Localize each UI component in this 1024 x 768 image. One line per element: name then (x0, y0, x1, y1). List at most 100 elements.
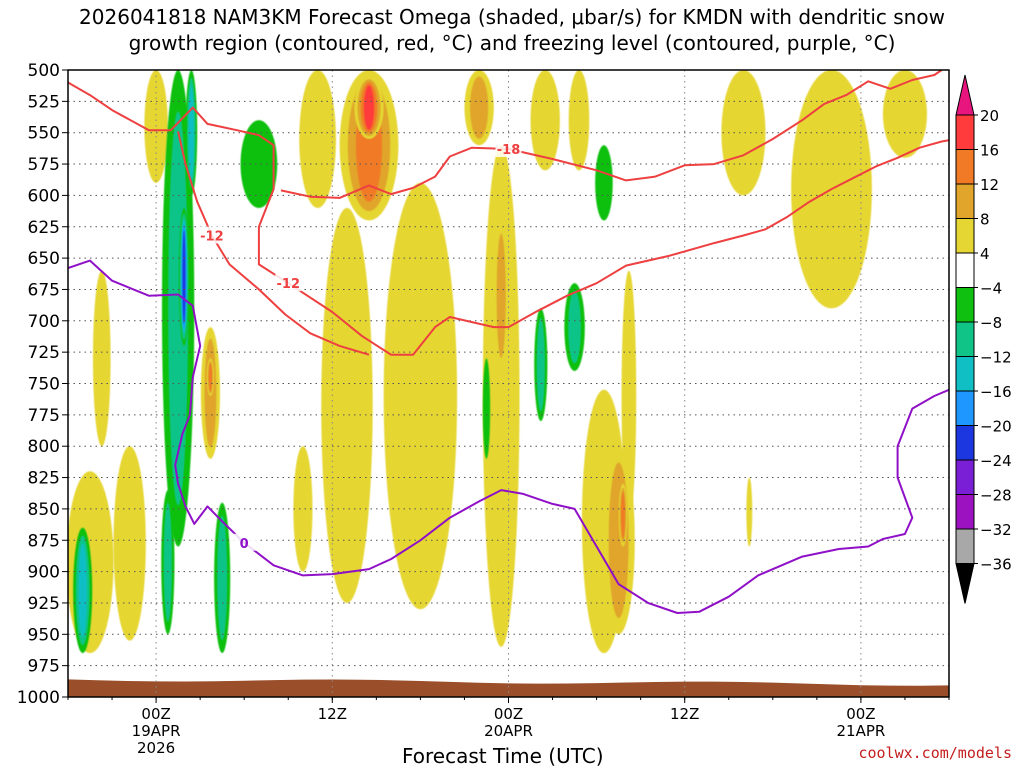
colorbar-bin (955, 425, 975, 461)
y-tick-label: 625 (28, 218, 60, 238)
x-tick-label: 00Z (846, 705, 875, 723)
omega-cell (621, 491, 625, 539)
x-tick-label: 21APR (836, 722, 885, 740)
y-tick-label: 925 (28, 594, 60, 614)
colorbar-bin (955, 252, 975, 288)
colorbar-bin (955, 149, 975, 185)
x-tick-label: 12Z (318, 705, 347, 723)
y-tick-label: 700 (28, 312, 60, 332)
y-tick-label: 800 (28, 437, 60, 457)
colorbar-bin (955, 114, 975, 150)
colorbar-bin (955, 321, 975, 357)
colorbar-label: −24 (980, 452, 1012, 470)
y-tick-label: 650 (28, 249, 60, 269)
colorbar-label: 12 (980, 176, 999, 194)
x-tick-label: 2026 (137, 739, 175, 757)
colorbar-label: −20 (980, 418, 1012, 436)
credit-label: coolwx.com/models (858, 744, 1012, 762)
omega-cell (217, 515, 228, 641)
omega-cell (163, 502, 172, 622)
omega-cell (470, 76, 489, 139)
dendritic-contour (280, 70, 943, 199)
colorbar-label: −4 (980, 280, 1002, 298)
colorbar-label: 20 (980, 107, 999, 125)
contour-layer: -12 -12 -18 0 (68, 70, 949, 614)
omega-cell (536, 318, 545, 412)
y-tick-label: 775 (28, 406, 60, 426)
y-tick-label: 850 (28, 500, 60, 520)
omega-cell (746, 477, 753, 547)
colorbar-bin (955, 356, 975, 392)
omega-cell (299, 70, 336, 208)
contour-label: -12 (277, 277, 301, 292)
omega-cell (482, 145, 520, 647)
omega-cell (208, 363, 213, 392)
colorbar-label: −28 (980, 487, 1012, 505)
colorbar-bin (955, 528, 975, 564)
omega-cell (721, 70, 766, 196)
ground-terrain (68, 678, 949, 697)
colorbar-label: −16 (980, 383, 1012, 401)
contour-label: -18 (497, 143, 521, 158)
colorbar-bin (955, 494, 975, 530)
contour-label-bg (198, 226, 225, 244)
x-tick-label: 20APR (484, 722, 533, 740)
omega-cell (496, 233, 506, 358)
y-tick-label: 1000 (17, 688, 60, 708)
omega-cell (568, 290, 581, 364)
contour-label: 0 (240, 537, 249, 552)
colorbar-label: 4 (980, 245, 990, 263)
omega-cell (595, 145, 613, 221)
colorbar-label: 16 (980, 142, 999, 160)
dendritic-contour (68, 81, 949, 356)
colorbar-bin (955, 218, 975, 254)
y-tick-label: 575 (28, 155, 60, 175)
colorbar-bin (955, 183, 975, 219)
y-tick-label: 725 (28, 343, 60, 363)
omega-cell (363, 85, 375, 130)
y-tick-label: 825 (28, 469, 60, 489)
omega-cell (92, 270, 111, 447)
gridlines (68, 69, 949, 698)
colorbar-bin (955, 287, 975, 323)
colorbar-label: 8 (980, 211, 990, 229)
omega-cell (482, 358, 491, 459)
contour-label-bg (275, 274, 302, 292)
omega-cell (321, 207, 373, 603)
colorbar-bin (955, 390, 975, 426)
freezing-level-contour (68, 259, 949, 614)
y-axis: 500 525 550 575 600 625 650 675 700 725 750 775 800 8… (17, 61, 68, 708)
x-axis-label: Forecast Time (UTC) (402, 744, 604, 768)
y-tick-label: 500 (28, 61, 60, 81)
colorbar-cap-top (955, 74, 975, 116)
colorbar-label: −32 (980, 521, 1012, 539)
y-tick-label: 675 (28, 280, 60, 300)
omega-cell (568, 70, 590, 171)
y-tick-label: 550 (28, 124, 60, 144)
omega-cell (78, 543, 87, 638)
omega-cell (530, 70, 560, 171)
contour-label-bg (495, 140, 522, 158)
y-tick-label: 950 (28, 625, 60, 645)
y-tick-label: 975 (28, 657, 60, 677)
colorbar-label: −36 (980, 556, 1012, 574)
dendritic-contour (177, 131, 370, 356)
x-tick-label: 12Z (670, 705, 699, 723)
terrain-layer (68, 678, 949, 697)
contour-label: -12 (200, 230, 224, 245)
omega-cell (882, 70, 927, 158)
x-tick-label: 19APR (132, 722, 181, 740)
colorbar-label: −12 (980, 349, 1012, 367)
y-tick-label: 600 (28, 186, 60, 206)
omega-cell (293, 446, 313, 572)
y-tick-label: 525 (28, 92, 60, 112)
omega-cell (182, 230, 186, 324)
colorbar: 20 16 12 8 4 −4 −8 −12 −16 −20 −24 −28 −32 −36 (955, 74, 1012, 604)
omega-cell (383, 182, 458, 610)
x-tick-label: 00Z (141, 705, 170, 723)
y-tick-label: 750 (28, 375, 60, 395)
colorbar-label: −8 (980, 314, 1002, 332)
colorbar-cap-bottom (955, 563, 975, 604)
